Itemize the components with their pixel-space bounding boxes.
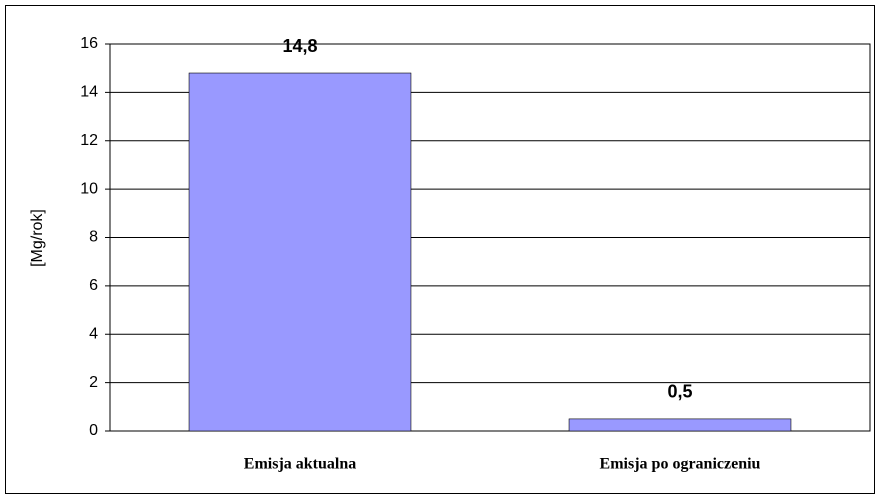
y-tick-label: 2 [89, 374, 98, 391]
y-tick-label: 0 [89, 422, 98, 439]
bar [568, 418, 792, 432]
value-label: 14,8 [282, 36, 317, 56]
y-tick-label: 14 [80, 84, 98, 101]
y-tick-label: 12 [80, 132, 98, 149]
value-label: 0,5 [667, 382, 692, 402]
x-tick-label: Emisja po ograniczeniu [600, 456, 761, 473]
y-tick-label: 8 [89, 229, 98, 246]
y-tick-label: 16 [80, 35, 98, 52]
y-axis-label: [Mg/rok] [29, 209, 46, 267]
y-tick-label: 6 [89, 277, 98, 294]
bar [188, 72, 412, 432]
y-tick-label: 10 [80, 180, 98, 197]
y-tick-label: 4 [89, 325, 98, 342]
plot-border [109, 43, 871, 432]
chart-border [5, 5, 875, 494]
x-tick-label: Emisja aktualna [244, 456, 356, 473]
